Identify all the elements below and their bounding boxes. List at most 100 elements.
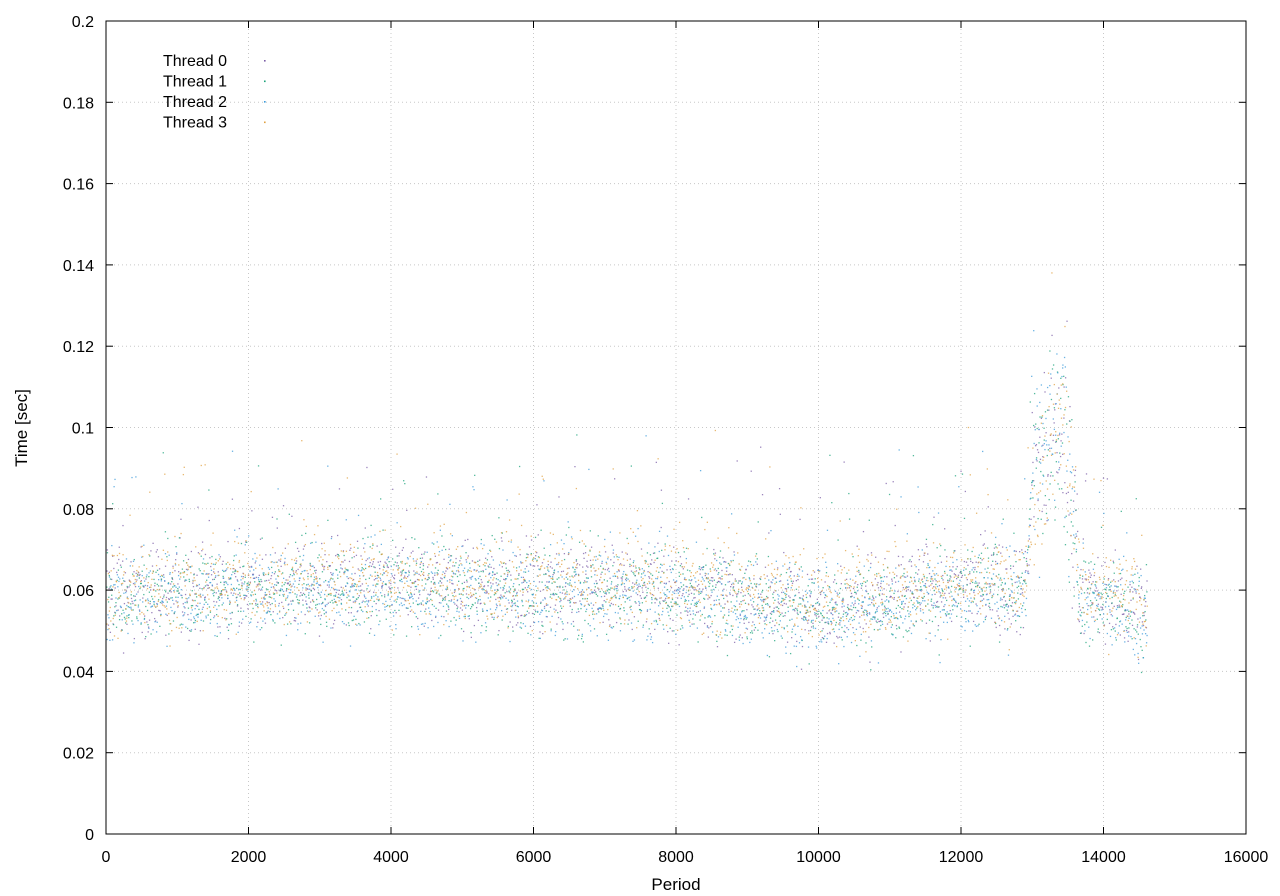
data-point (152, 542, 154, 544)
data-point (973, 571, 975, 573)
data-point (389, 598, 391, 601)
data-point (251, 573, 254, 576)
data-point (368, 632, 371, 634)
data-point (1043, 439, 1045, 441)
data-point (927, 592, 930, 595)
data-point (793, 645, 795, 647)
data-point (361, 601, 363, 604)
data-point (582, 598, 584, 600)
data-point (640, 576, 642, 578)
data-point (875, 620, 877, 622)
data-point (730, 586, 732, 588)
data-point (1000, 552, 1002, 554)
data-point (904, 618, 906, 620)
data-point (661, 502, 664, 505)
data-point (299, 595, 301, 597)
data-point (744, 572, 746, 574)
data-point (924, 584, 926, 587)
data-point (168, 612, 170, 615)
data-point (336, 589, 338, 591)
data-point (237, 580, 239, 582)
data-point (178, 586, 180, 588)
data-point (163, 576, 165, 579)
data-point (488, 573, 490, 576)
data-point (217, 626, 219, 628)
data-point (1101, 618, 1103, 620)
data-point (795, 579, 797, 582)
data-point (1084, 630, 1086, 632)
data-point (595, 593, 597, 595)
data-point (739, 568, 741, 571)
data-point (134, 585, 137, 588)
data-point (922, 600, 924, 602)
data-point (333, 595, 335, 597)
data-point (131, 620, 133, 622)
data-point (643, 581, 646, 584)
data-point (240, 575, 243, 578)
data-point (391, 573, 393, 575)
data-point (718, 602, 721, 604)
data-point (744, 602, 747, 604)
data-point (114, 584, 116, 586)
data-point (736, 596, 738, 598)
data-point (672, 591, 674, 593)
data-point (262, 572, 264, 574)
data-point (984, 568, 986, 570)
data-point (216, 635, 218, 637)
data-point (950, 569, 952, 571)
data-point (1046, 520, 1048, 522)
data-point (886, 623, 889, 625)
data-point (871, 584, 874, 587)
data-point (768, 632, 770, 635)
data-point (586, 597, 589, 600)
data-point (928, 566, 931, 568)
data-point (218, 599, 221, 601)
data-point (526, 610, 529, 612)
data-point (778, 595, 780, 597)
data-point (549, 555, 551, 557)
data-point (485, 626, 488, 628)
data-point (641, 573, 643, 575)
data-point (437, 573, 439, 575)
data-point (1118, 604, 1120, 606)
data-point (835, 603, 837, 605)
data-point (871, 599, 873, 601)
data-point (1128, 610, 1130, 613)
data-point (951, 570, 953, 572)
data-point (505, 578, 507, 580)
data-point (934, 635, 936, 637)
data-point (224, 589, 226, 591)
data-point (637, 527, 639, 530)
data-point (590, 565, 593, 567)
data-point (1104, 583, 1106, 585)
data-point (689, 607, 691, 609)
data-point (1115, 623, 1117, 626)
data-point (343, 622, 345, 625)
data-point (969, 571, 971, 573)
data-point (654, 628, 656, 631)
data-point (852, 606, 855, 609)
data-point (1068, 581, 1071, 583)
data-point (151, 578, 153, 581)
data-point (932, 523, 934, 526)
data-point (357, 514, 360, 517)
data-point (599, 555, 602, 557)
data-point (881, 620, 883, 623)
data-point (1110, 613, 1112, 616)
data-point (1052, 439, 1054, 442)
data-point (725, 561, 727, 563)
data-point (900, 564, 902, 566)
data-point (1098, 608, 1100, 610)
data-point (851, 619, 854, 622)
data-point (1120, 584, 1122, 586)
data-point (484, 603, 486, 605)
data-point (566, 638, 569, 640)
data-point (958, 588, 960, 591)
data-point (108, 576, 111, 578)
data-point (667, 631, 669, 633)
data-point (928, 585, 930, 587)
data-point (1032, 461, 1034, 464)
data-point (143, 577, 145, 579)
data-point (844, 612, 847, 614)
data-point (1047, 519, 1049, 521)
